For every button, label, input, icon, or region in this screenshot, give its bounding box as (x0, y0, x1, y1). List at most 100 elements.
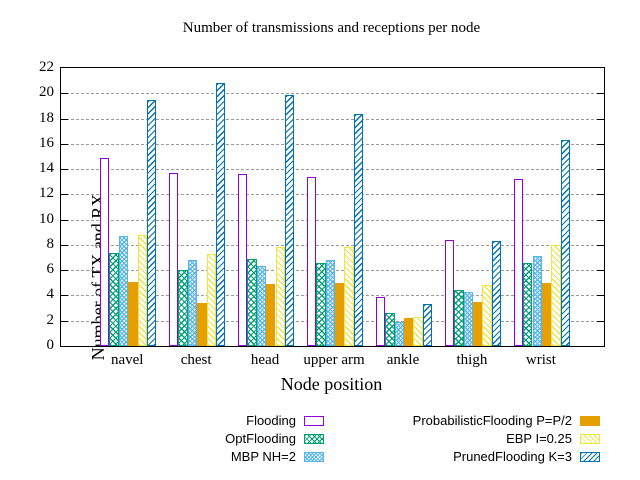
ytick-label-4: 4 (46, 286, 55, 303)
bar-prunedflooding-k-3-thigh (491, 241, 502, 346)
ytick-mark-left-2 (61, 320, 68, 322)
legend-label-prunedflooding-k-3: PrunedFlooding K=3 (453, 449, 572, 464)
xtick-label-thigh: thigh (456, 352, 488, 368)
legend: Flooding OptFlooding MBP NH=2 Probabilistic… (0, 412, 640, 470)
bar-flooding-upper-arm (306, 176, 317, 346)
x-axis-label: Node position (280, 374, 383, 394)
gridline-y8 (61, 244, 604, 246)
ytick-label-8: 8 (46, 235, 55, 252)
ytick-mark-right-8 (597, 244, 604, 246)
bar-ebp-i-0-25-navel (137, 234, 147, 346)
gridline-y14 (61, 169, 604, 171)
bar-mbp-nh-2-navel (118, 236, 129, 346)
ytick-label-18: 18 (39, 109, 54, 126)
bar-optflooding-thigh (454, 290, 464, 346)
legend-label-optflooding: OptFlooding (225, 431, 296, 446)
chart-title: Number of transmissions and receptions p… (182, 20, 481, 36)
ytick-mark-left-8 (61, 244, 68, 246)
bar-prunedflooding-k-3-head (284, 94, 295, 346)
gridline-y12 (61, 194, 604, 196)
legend-swatch-fine-crosshatch-icon (304, 452, 324, 462)
ytick-mark-right-16 (597, 143, 604, 145)
bar-probabilisticflooding-p-p-2-upper-arm (335, 282, 345, 346)
gridline-y18 (61, 118, 604, 120)
bar-optflooding-chest (178, 270, 188, 346)
bar-prunedflooding-k-3-upper-arm (353, 113, 364, 346)
legend-swatch-diag-up-icon (580, 452, 600, 462)
xtick-label-head: head (250, 352, 280, 368)
ytick-label-6: 6 (46, 261, 55, 278)
legend-label-probabilisticflooding-p-p-2: ProbabilisticFlooding P=P/2 (412, 413, 572, 428)
ytick-mark-left-16 (61, 143, 68, 145)
ytick-mark-left-10 (61, 219, 68, 221)
gridline-y16 (61, 143, 604, 145)
ytick-mark-left-12 (61, 194, 68, 196)
bar-prunedflooding-k-3-chest (215, 83, 226, 346)
gridline-y20 (61, 93, 604, 95)
xtick-label-wrist: wrist (525, 352, 556, 368)
ytick-mark-right-10 (597, 219, 604, 221)
bar-flooding-head (237, 174, 248, 346)
bar-mbp-nh-2-wrist (532, 256, 542, 346)
bar-flooding-ankle (375, 296, 386, 346)
bar-prunedflooding-k-3-ankle (422, 304, 433, 346)
bar-optflooding-wrist (523, 262, 533, 346)
xtick-label-ankle: ankle (386, 352, 420, 368)
legend-label-mbp-nh-2: MBP NH=2 (230, 449, 296, 464)
ytick-mark-left-20 (61, 93, 68, 95)
bar-probabilisticflooding-p-p-2-navel (128, 281, 138, 346)
bar-mbp-nh-2-thigh (463, 291, 473, 346)
xtick-label-navel: navel (110, 352, 144, 368)
bar-probabilisticflooding-p-p-2-thigh (472, 301, 483, 346)
bar-ebp-i-0-25-chest (206, 253, 216, 346)
xtick-label-upper-arm: upper arm (303, 352, 365, 368)
legend-swatch-crosshatch-icon (304, 434, 324, 444)
ytick-label-10: 10 (39, 210, 54, 227)
bar-prunedflooding-k-3-wrist (560, 140, 571, 346)
plot-area: Number of TX and RX (60, 67, 605, 360)
ytick-mark-right-12 (597, 194, 604, 196)
legend-swatch-diag-down-icon (580, 434, 600, 444)
bar-flooding-navel (100, 157, 110, 346)
ytick-mark-right-18 (597, 118, 604, 120)
bar-flooding-chest (168, 172, 179, 346)
bar-ebp-i-0-25-wrist (551, 244, 561, 346)
ytick-mark-left-14 (61, 169, 68, 171)
ytick-label-2: 2 (46, 311, 55, 328)
bar-probabilisticflooding-p-p-2-wrist (541, 282, 552, 346)
ytick-mark-right-14 (597, 169, 604, 171)
bar-ebp-i-0-25-ankle (413, 316, 423, 346)
ytick-label-14: 14 (39, 160, 54, 177)
bar-mbp-nh-2-ankle (394, 322, 404, 346)
ytick-label-12: 12 (39, 185, 54, 202)
bar-probabilisticflooding-p-p-2-ankle (404, 318, 414, 346)
ytick-label-0: 0 (46, 337, 55, 353)
ytick-mark-right-4 (597, 295, 604, 297)
ytick-mark-right-20 (597, 93, 604, 95)
legend-label-ebp-i-0-25: EBP I=0.25 (506, 431, 572, 446)
ytick-label-20: 20 (39, 84, 54, 101)
bar-ebp-i-0-25-upper-arm (344, 247, 354, 346)
bar-probabilisticflooding-p-p-2-chest (197, 303, 207, 346)
bar-mbp-nh-2-chest (187, 260, 198, 346)
ytick-mark-right-6 (597, 270, 604, 272)
bar-ebp-i-0-25-head (275, 247, 285, 346)
legend-swatch-solid-icon (580, 416, 600, 426)
ytick-mark-left-4 (61, 295, 68, 297)
bar-ebp-i-0-25-thigh (482, 285, 492, 346)
ytick-label-22: 22 (39, 59, 54, 75)
bar-mbp-nh-2-head (256, 266, 267, 346)
ytick-mark-right-2 (597, 320, 604, 322)
bar-optflooding-navel (109, 252, 119, 346)
bar-optflooding-ankle (385, 313, 395, 346)
bar-mbp-nh-2-upper-arm (325, 260, 336, 346)
bar-prunedflooding-k-3-navel (147, 99, 157, 346)
gridline-y10 (61, 219, 604, 221)
legend-swatch-empty-icon (304, 416, 324, 426)
ytick-label-16: 16 (39, 134, 54, 151)
bar-optflooding-upper-arm (316, 262, 326, 346)
bar-optflooding-head (247, 258, 257, 346)
bar-flooding-thigh (444, 239, 455, 346)
xtick-label-chest: chest (180, 352, 212, 368)
